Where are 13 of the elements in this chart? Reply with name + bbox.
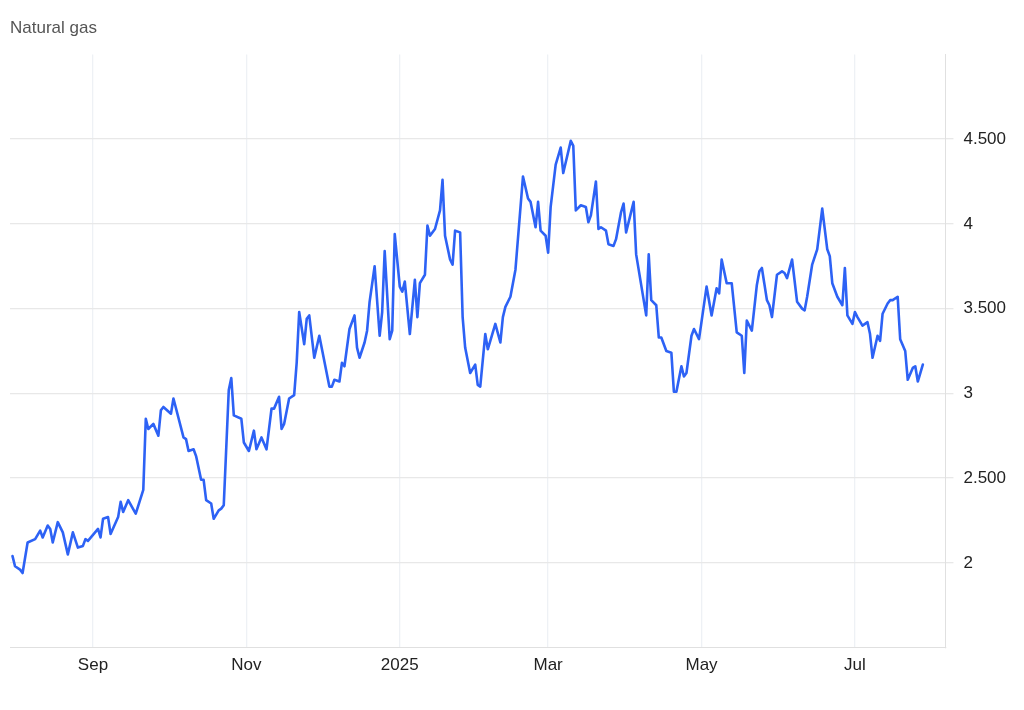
x-tick-label: Nov	[231, 655, 262, 675]
x-tick-label: May	[685, 655, 719, 675]
x-tick-label: Sep	[77, 655, 109, 675]
chart-title: Natural gas	[10, 17, 97, 37]
y-tick-label: 4	[963, 213, 973, 233]
x-tick-label: 2025	[380, 655, 419, 675]
y-tick-label: 3	[963, 383, 973, 403]
y-tick-label: 2.500	[963, 467, 1007, 487]
x-tick-label: Jul	[844, 655, 866, 675]
y-tick-label: 2	[963, 552, 973, 572]
y-tick-label: 3.500	[963, 298, 1007, 318]
y-tick-label: 4.500	[963, 128, 1007, 148]
x-tick-label: Mar	[533, 655, 564, 675]
